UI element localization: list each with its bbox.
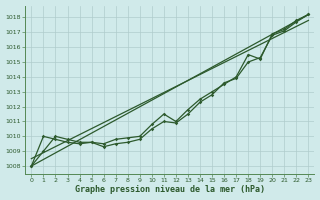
- X-axis label: Graphe pression niveau de la mer (hPa): Graphe pression niveau de la mer (hPa): [75, 185, 265, 194]
